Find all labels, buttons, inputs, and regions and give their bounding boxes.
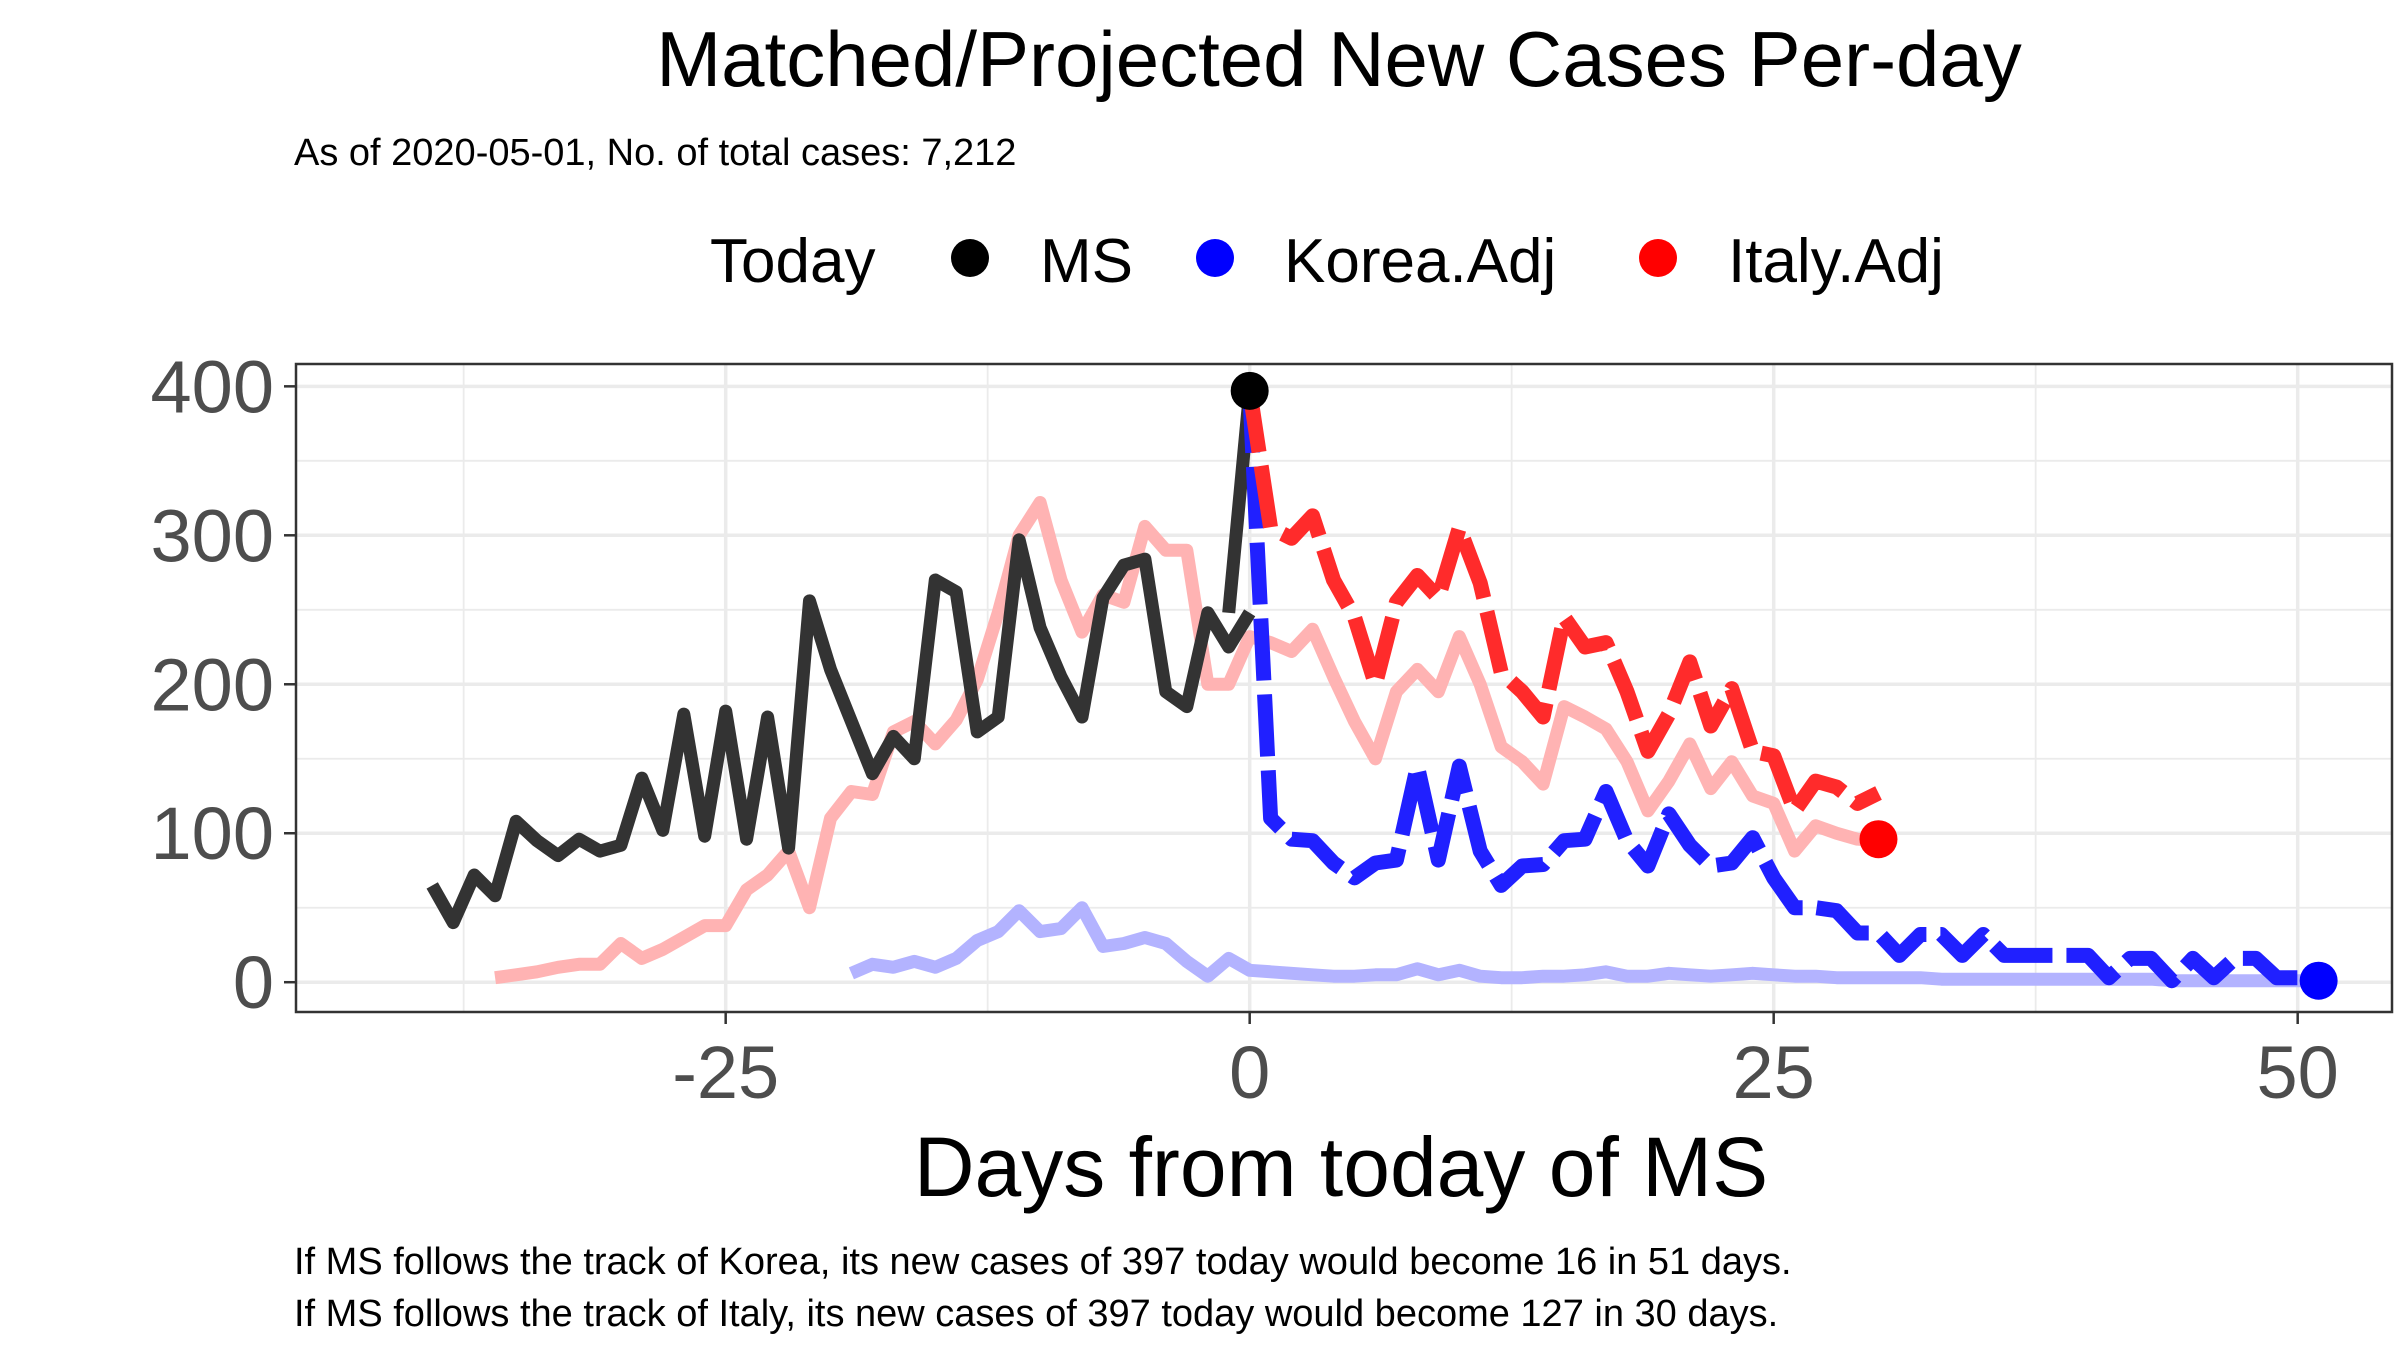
today-point-korea-adj: [2299, 961, 2338, 1000]
legend-label-korea: Korea.Adj: [1284, 227, 1556, 296]
legend-label-italy: Italy.Adj: [1728, 227, 1944, 296]
y-tick-label-3: 300: [151, 494, 274, 577]
axis-ticks: -25 0 25 50 0 100 200 300 400: [151, 345, 2339, 1114]
series-line-italy-adj: [1242, 389, 1882, 819]
x-axis-title: Days from today of MS: [914, 1120, 1768, 1214]
today-point-ms: [1230, 371, 1269, 410]
y-tick-label-0: 0: [233, 941, 274, 1024]
legend-title: Today: [710, 227, 875, 296]
y-tick-label-1: 100: [151, 792, 274, 875]
legend-key-ms: [951, 239, 989, 277]
x-tick-label-1: 0: [1229, 1031, 1270, 1114]
series-line-italy-raw: [494, 496, 1879, 985]
chart-subtitle: As of 2020-05-01, No. of total cases: 7,…: [294, 132, 1016, 174]
legend-label-ms: MS: [1040, 227, 1133, 296]
x-tick-label-3: 50: [2257, 1031, 2339, 1114]
legend-key-italy: [1639, 239, 1677, 277]
series-line-korea-adj: [1242, 390, 2320, 989]
legend: Today MS Korea.Adj Italy.Adj: [710, 227, 1944, 296]
series-line-korea-raw: [848, 901, 2319, 988]
x-tick-label-2: 25: [1733, 1031, 1815, 1114]
legend-key-korea: [1196, 239, 1234, 277]
y-tick-label-4: 400: [151, 345, 274, 428]
caption-italy: If MS follows the track of Italy, its ne…: [294, 1293, 1778, 1335]
caption-korea: If MS follows the track of Korea, its ne…: [294, 1241, 1792, 1283]
today-point-italy-adj: [1859, 820, 1898, 859]
data-marks: [426, 371, 2338, 1000]
chart-title: Matched/Projected New Cases Per-day: [656, 15, 2022, 103]
y-tick-label-2: 200: [151, 643, 274, 726]
panel-border: [294, 362, 2394, 1014]
series-line-ms: [426, 533, 1256, 930]
x-tick-label-0: -25: [672, 1031, 779, 1114]
plot-panel: [294, 362, 2394, 1014]
